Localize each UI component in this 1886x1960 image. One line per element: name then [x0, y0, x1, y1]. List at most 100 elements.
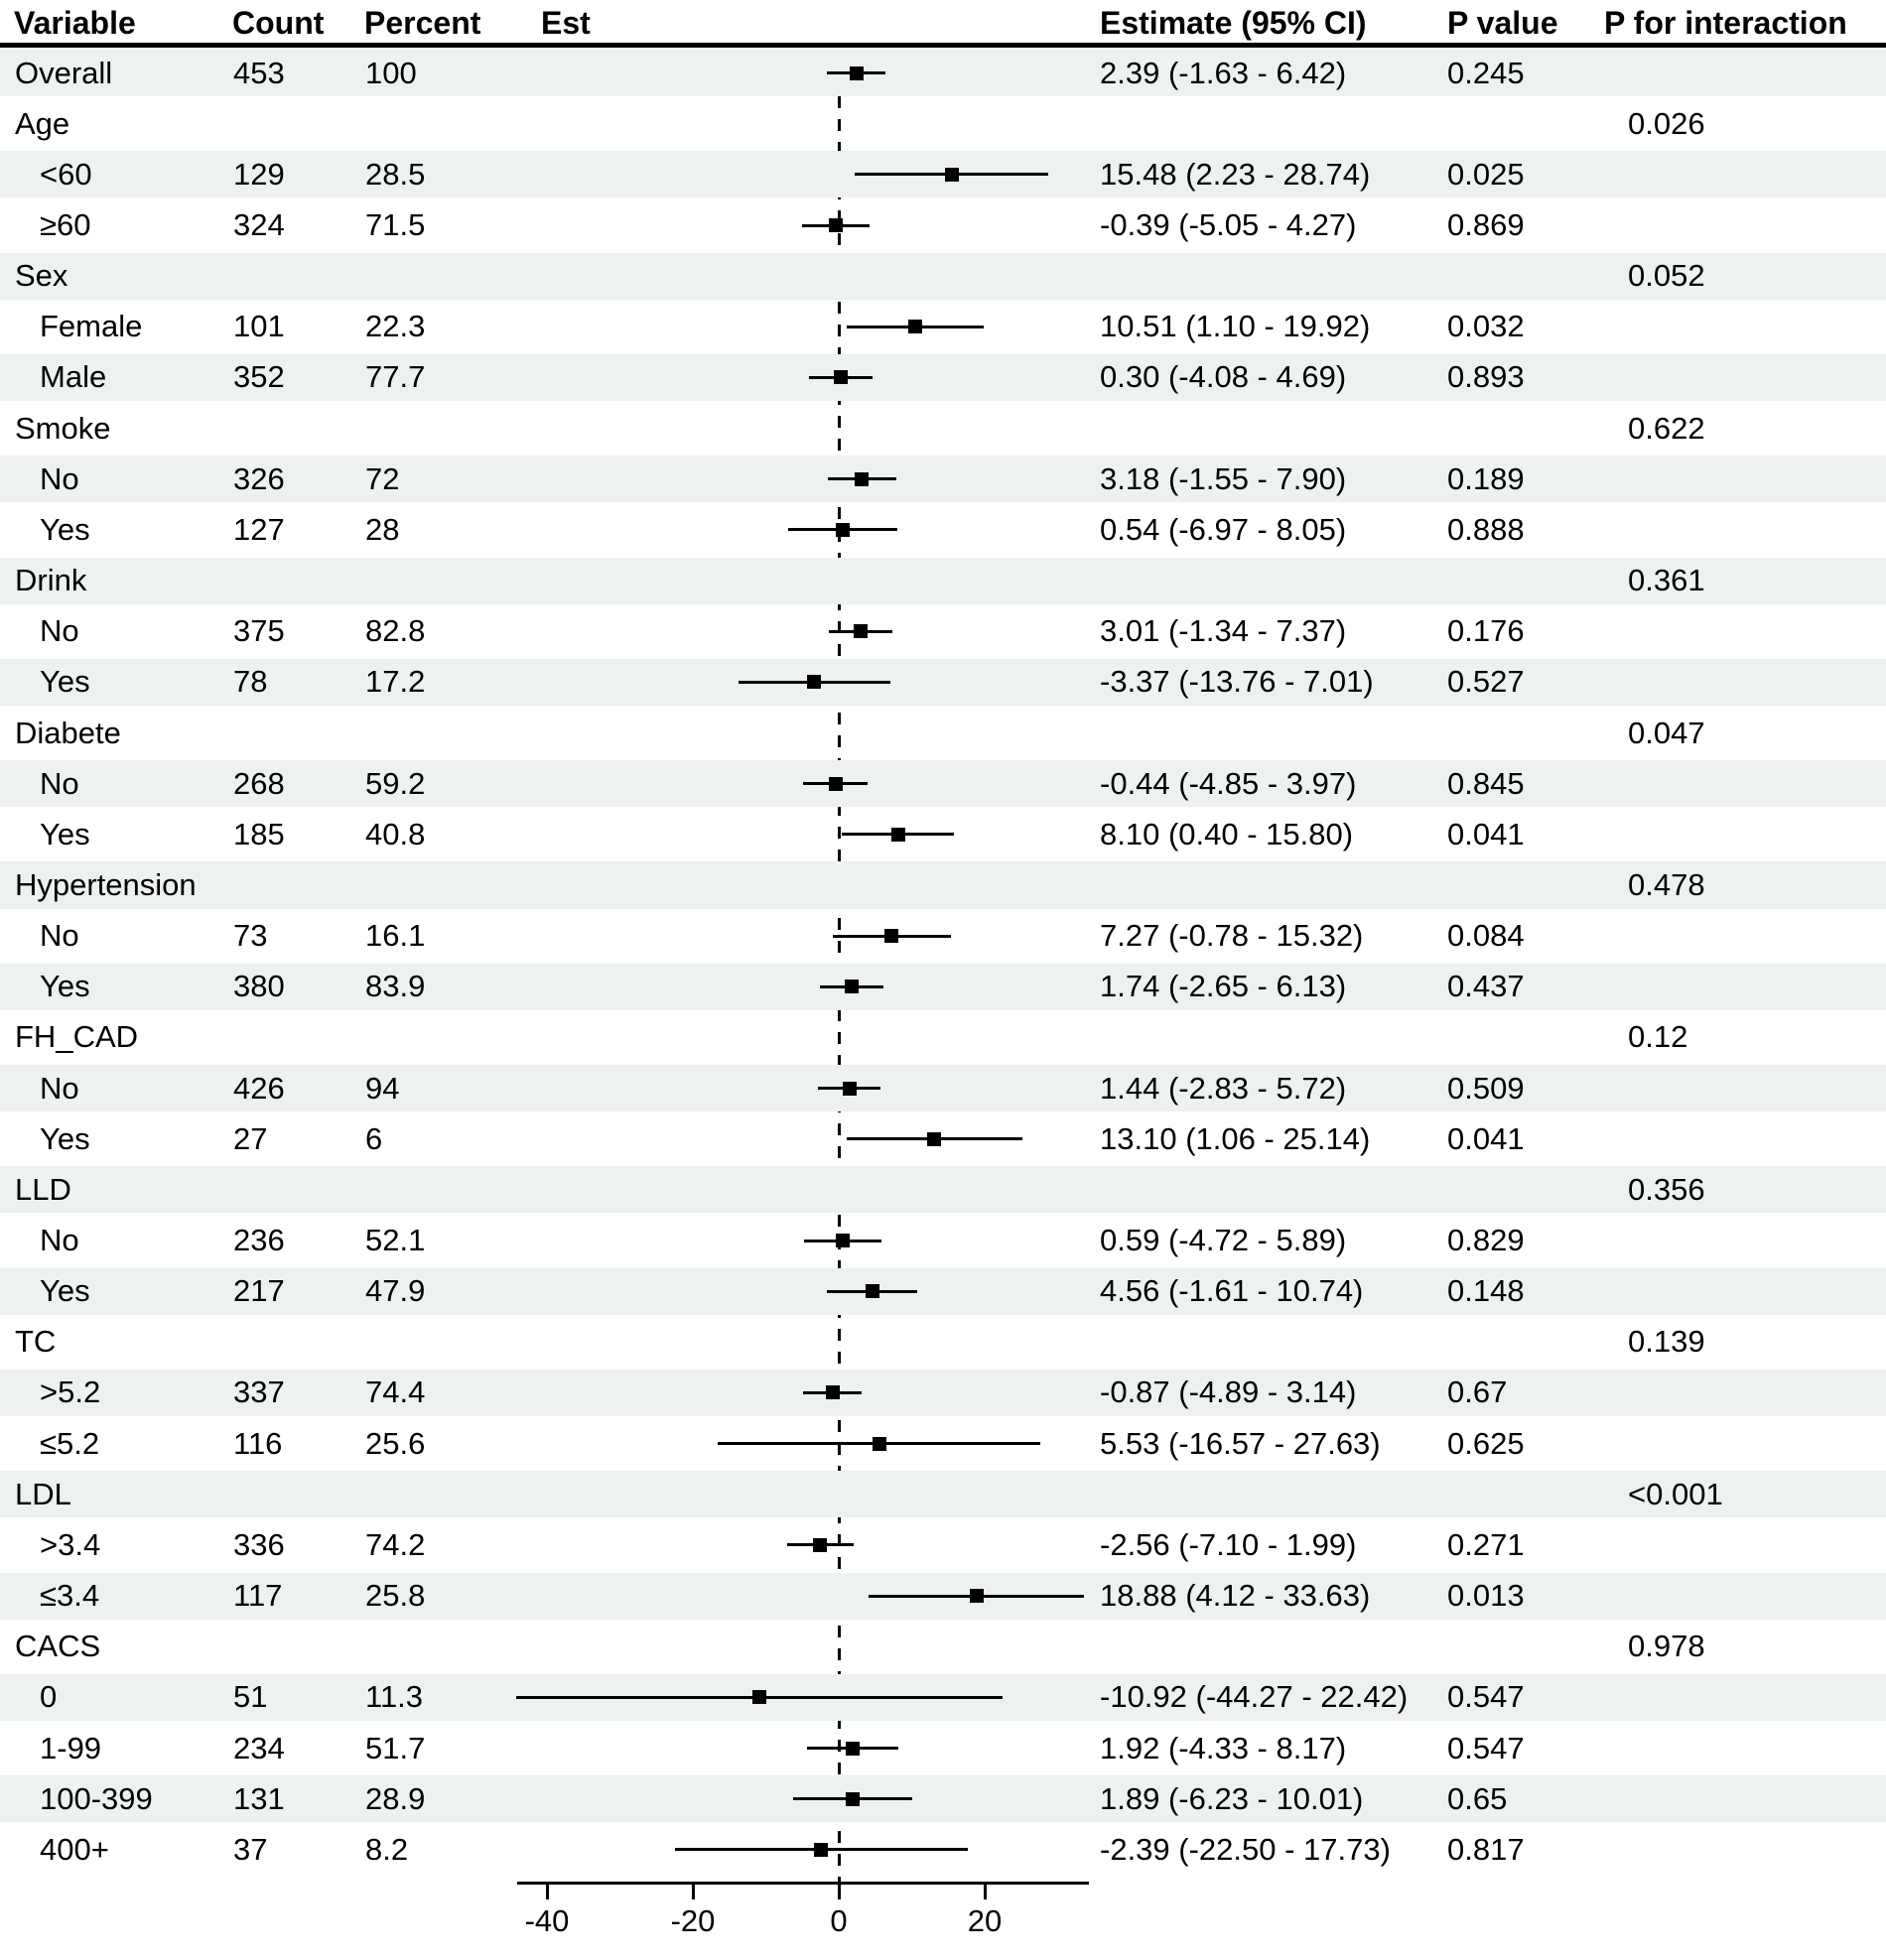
- count-value: 326: [233, 460, 285, 496]
- variable-label: 1-99: [40, 1730, 102, 1765]
- percent-value: 17.2: [365, 664, 426, 700]
- table-row-1-99: 1-99 234 51.7 1.92 (-4.33 - 8.17) 0.547: [0, 1723, 1886, 1773]
- table-row-Female: Female 101 22.3 10.51 (1.10 - 19.92) 0.032: [0, 302, 1886, 352]
- group-row-Hypertension: Hypertension 0.478: [0, 859, 1886, 911]
- table-row-Yes: Yes 27 6 13.10 (1.06 - 25.14) 0.041: [0, 1113, 1886, 1164]
- p-value-text: 0.547: [1447, 1730, 1525, 1765]
- table-row-Yes: Yes 380 83.9 1.74 (-2.65 - 6.13) 0.437: [0, 961, 1886, 1012]
- percent-value: 8.2: [365, 1831, 409, 1867]
- point-estimate-marker: [865, 1284, 879, 1299]
- count-value: 234: [233, 1730, 285, 1765]
- table-row-No: No 73 16.1 7.27 (-0.78 - 15.32) 0.084: [0, 911, 1886, 962]
- variable-label: TC: [15, 1324, 57, 1360]
- variable-label: Diabete: [15, 715, 121, 750]
- p-value-text: 0.437: [1447, 969, 1525, 1004]
- x-axis-tick: [545, 1882, 549, 1899]
- count-value: 324: [233, 207, 285, 242]
- p-value-text: 0.025: [1447, 156, 1525, 192]
- variable-label: No: [40, 1070, 79, 1106]
- p-value-text: 0.041: [1447, 816, 1525, 851]
- p-interaction-text: 0.978: [1628, 1629, 1705, 1664]
- p-interaction-text: 0.052: [1628, 258, 1705, 294]
- estimate-ci-text: 15.48 (2.23 - 28.74): [1100, 156, 1371, 192]
- count-value: 268: [233, 765, 285, 801]
- count-value: 217: [233, 1273, 285, 1309]
- variable-label: 0: [40, 1679, 58, 1715]
- percent-value: 40.8: [365, 816, 426, 851]
- percent-value: 51.7: [365, 1730, 426, 1765]
- estimate-ci-text: 3.18 (-1.55 - 7.90): [1100, 460, 1347, 496]
- column-header-count: Count: [232, 5, 325, 41]
- estimate-ci-text: 0.59 (-4.72 - 5.89): [1100, 1223, 1347, 1257]
- count-value: 73: [233, 918, 268, 954]
- point-estimate-marker: [846, 1741, 861, 1756]
- variable-label: LDL: [15, 1476, 71, 1511]
- p-value-text: 0.869: [1447, 207, 1525, 242]
- x-axis-line: [517, 1882, 1089, 1885]
- variable-label: Yes: [40, 511, 90, 547]
- estimate-ci-text: -0.39 (-5.05 - 4.27): [1100, 207, 1357, 242]
- variable-label: >5.2: [40, 1374, 101, 1410]
- variable-label: ≤5.2: [40, 1425, 100, 1461]
- p-value-text: 0.041: [1447, 1120, 1525, 1156]
- variable-label: Yes: [40, 664, 90, 700]
- estimate-ci-text: 1.44 (-2.83 - 5.72): [1100, 1070, 1347, 1106]
- variable-label: Yes: [40, 1273, 90, 1309]
- estimate-ci-text: 0.30 (-4.08 - 4.69): [1100, 359, 1347, 395]
- p-interaction-text: 0.139: [1628, 1324, 1705, 1360]
- point-estimate-marker: [814, 1842, 829, 1857]
- point-estimate-marker: [908, 320, 923, 334]
- variable-label: No: [40, 613, 79, 649]
- table-row-Yes: Yes 185 40.8 8.10 (0.40 - 15.80) 0.041: [0, 809, 1886, 859]
- variable-label: Smoke: [15, 410, 111, 446]
- estimate-ci-text: -0.87 (-4.89 - 3.14): [1100, 1374, 1357, 1410]
- count-value: 51: [233, 1679, 268, 1715]
- percent-value: 74.4: [365, 1374, 426, 1410]
- table-row-400+: 400+ 37 8.2 -2.39 (-22.50 - 17.73) 0.817: [0, 1824, 1886, 1875]
- column-header-p-value: P value: [1447, 5, 1558, 41]
- count-value: 129: [233, 156, 285, 192]
- variable-label: No: [40, 765, 79, 801]
- p-interaction-text: <0.001: [1628, 1476, 1723, 1511]
- estimate-ci-text: 7.27 (-0.78 - 15.32): [1100, 918, 1364, 954]
- variable-label: Age: [15, 105, 70, 141]
- percent-value: 72: [365, 460, 400, 496]
- estimate-ci-text: 18.88 (4.12 - 33.63): [1100, 1578, 1371, 1614]
- p-value-text: 0.509: [1447, 1070, 1525, 1106]
- point-estimate-marker: [849, 65, 864, 80]
- estimate-ci-text: -2.39 (-22.50 - 17.73): [1100, 1831, 1391, 1867]
- count-value: 101: [233, 309, 285, 344]
- count-value: 117: [233, 1578, 283, 1614]
- variable-label: ≤3.4: [40, 1578, 100, 1614]
- percent-value: 83.9: [365, 969, 426, 1004]
- p-value-text: 0.547: [1447, 1679, 1525, 1715]
- estimate-ci-text: 1.92 (-4.33 - 8.17): [1100, 1730, 1347, 1765]
- point-estimate-marker: [872, 1436, 886, 1451]
- point-estimate-marker: [845, 1791, 860, 1806]
- table-row-No: No 426 94 1.44 (-2.83 - 5.72) 0.509: [0, 1063, 1886, 1114]
- percent-value: 28: [365, 511, 400, 547]
- estimate-ci-text: 1.74 (-2.65 - 6.13): [1100, 969, 1347, 1004]
- variable-label: >3.4: [40, 1526, 101, 1562]
- variable-label: Yes: [40, 816, 90, 851]
- variable-label: Male: [40, 359, 107, 395]
- estimate-ci-text: 2.39 (-1.63 - 6.42): [1100, 55, 1347, 90]
- x-axis-tick-label: -20: [670, 1903, 716, 1938]
- x-axis-tick: [691, 1882, 695, 1899]
- column-header-estimate-ci: Estimate (95% CI): [1100, 5, 1367, 41]
- count-value: 426: [233, 1070, 285, 1106]
- variable-label: CACS: [15, 1629, 101, 1664]
- table-row-Overall: Overall 453 100 2.39 (-1.63 - 6.42) 0.245: [0, 48, 1886, 99]
- point-estimate-marker: [825, 1385, 840, 1400]
- point-estimate-marker: [834, 370, 849, 385]
- variable-label: Sex: [15, 258, 68, 294]
- percent-value: 74.2: [365, 1526, 426, 1562]
- table-row-No: No 375 82.8 3.01 (-1.34 - 7.37) 0.176: [0, 606, 1886, 657]
- variable-label: ≥60: [40, 207, 91, 242]
- point-estimate-marker: [829, 218, 844, 232]
- p-value-text: 0.817: [1447, 1831, 1525, 1867]
- p-value-text: 0.013: [1447, 1578, 1525, 1614]
- header-divider-line: [0, 43, 1886, 48]
- percent-value: 82.8: [365, 613, 426, 649]
- p-interaction-text: 0.356: [1628, 1171, 1705, 1207]
